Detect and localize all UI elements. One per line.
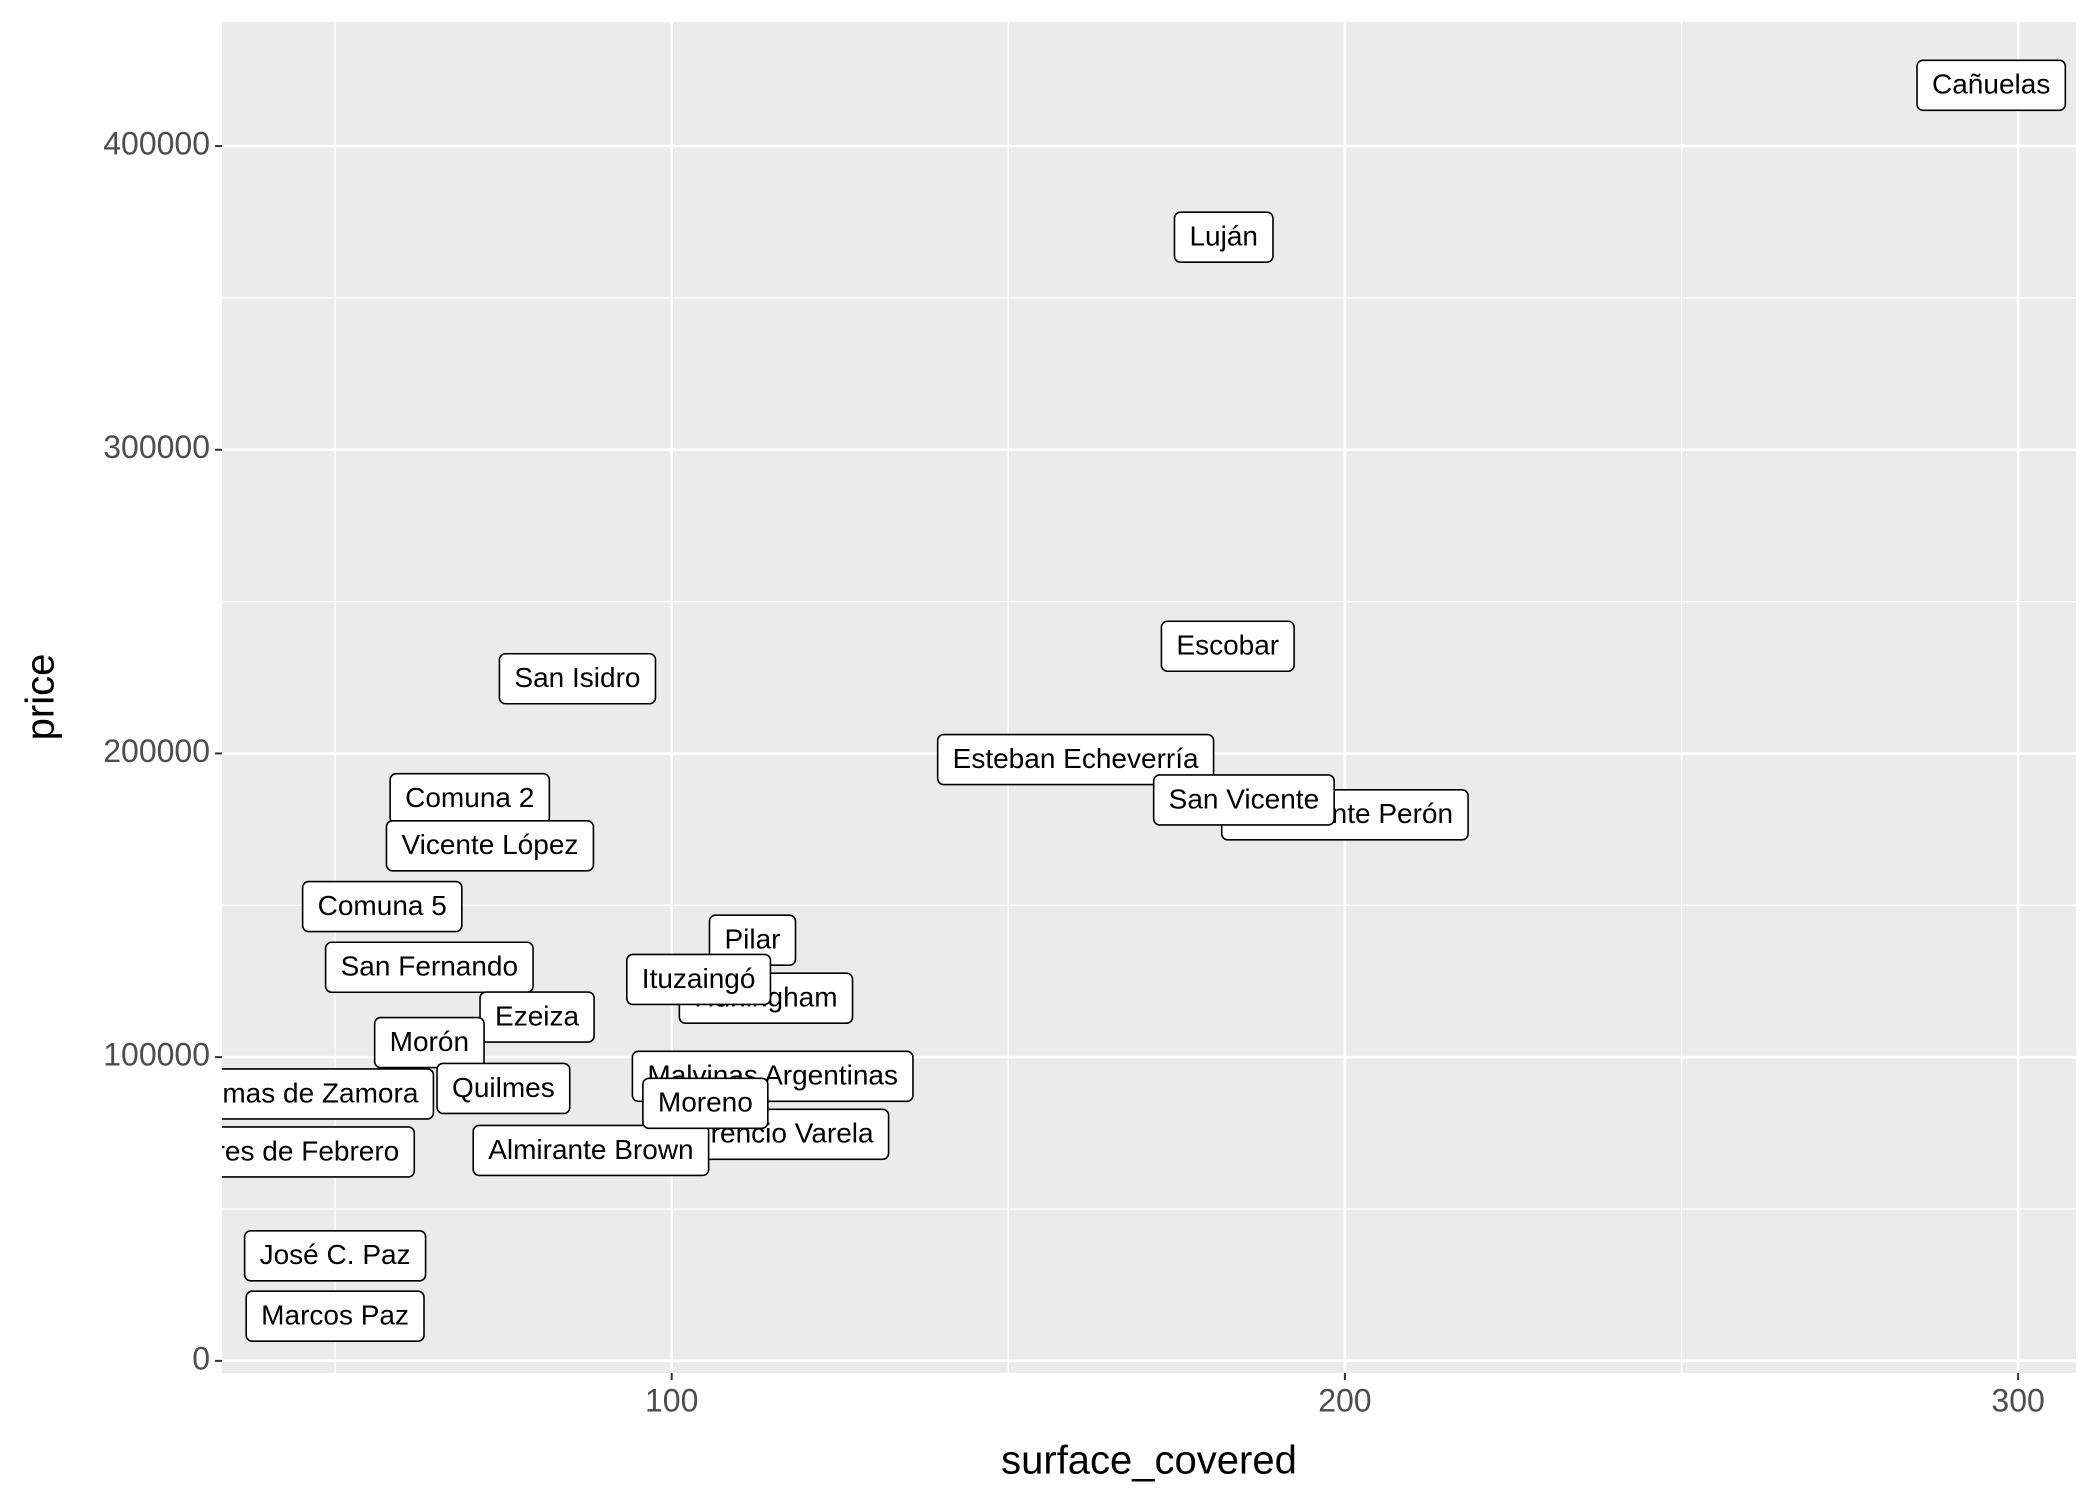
point-label: Lomas de Zamora — [191, 1077, 419, 1108]
point-label: Tres de Febrero — [200, 1135, 400, 1166]
point-label-box — [245, 1290, 425, 1343]
point-label-box — [243, 1229, 427, 1282]
point-label: Quilmes — [452, 1072, 555, 1103]
point-label-box — [222, 1068, 435, 1120]
point-label-box — [1152, 774, 1335, 826]
labels: Cañuelas Luján Escobar San Isidro Esteban Ec… — [191, 59, 2067, 1343]
point-label: Esteban Echeverría — [953, 743, 1199, 774]
point-label: San Fernando — [341, 951, 518, 982]
point-label: San Isidro — [514, 662, 640, 693]
point-label-box — [498, 652, 657, 705]
point-label: Escobar — [1176, 630, 1279, 661]
x-tick-label: 200 — [1318, 1382, 1371, 1418]
y-tick-label: 300000 — [103, 429, 210, 465]
point-label-box — [642, 1077, 769, 1130]
point-label-box — [936, 733, 1215, 786]
point-label: Comuna 2 — [405, 782, 534, 813]
point-label-box — [436, 1062, 571, 1115]
point-label: Luján — [1189, 221, 1258, 252]
x-axis-title: surface_covered — [1001, 1439, 1297, 1483]
point-label: Vicente López — [401, 829, 578, 860]
point-label-box — [1160, 620, 1295, 673]
point-label: Almirante Brown — [488, 1134, 693, 1165]
point-label: Cañuelas — [1932, 69, 2050, 100]
point-label-box — [472, 1124, 710, 1177]
point-label-box — [324, 941, 534, 994]
y-tick-label: 200000 — [103, 733, 210, 769]
point-label-box — [626, 953, 772, 1006]
y-tick-label: 0 — [192, 1340, 210, 1376]
point-label-box — [373, 1016, 485, 1069]
point-label: Comuna 5 — [318, 890, 447, 921]
point-label-box — [222, 1126, 416, 1178]
point-label-box — [385, 819, 595, 872]
point-label: Ezeiza — [495, 1000, 579, 1031]
point-label: Ituzaingó — [642, 963, 756, 994]
point-label: Moreno — [658, 1087, 753, 1118]
point-label: Morón — [390, 1026, 469, 1057]
x-tick-label: 100 — [645, 1382, 698, 1418]
point-label: San Vicente — [1169, 783, 1320, 814]
point-label: José C. Paz — [260, 1239, 411, 1270]
point-label-box — [1916, 59, 2067, 112]
point-label: Pilar — [724, 924, 780, 955]
y-axis-title: price — [19, 654, 63, 741]
point-label-box — [301, 880, 463, 933]
point-label: Marcos Paz — [261, 1300, 409, 1331]
x-tick-label: 300 — [1991, 1382, 2044, 1418]
point-label-box — [1173, 211, 1274, 263]
y-tick-label: 100000 — [103, 1037, 210, 1073]
y-tick-label: 400000 — [103, 126, 210, 162]
